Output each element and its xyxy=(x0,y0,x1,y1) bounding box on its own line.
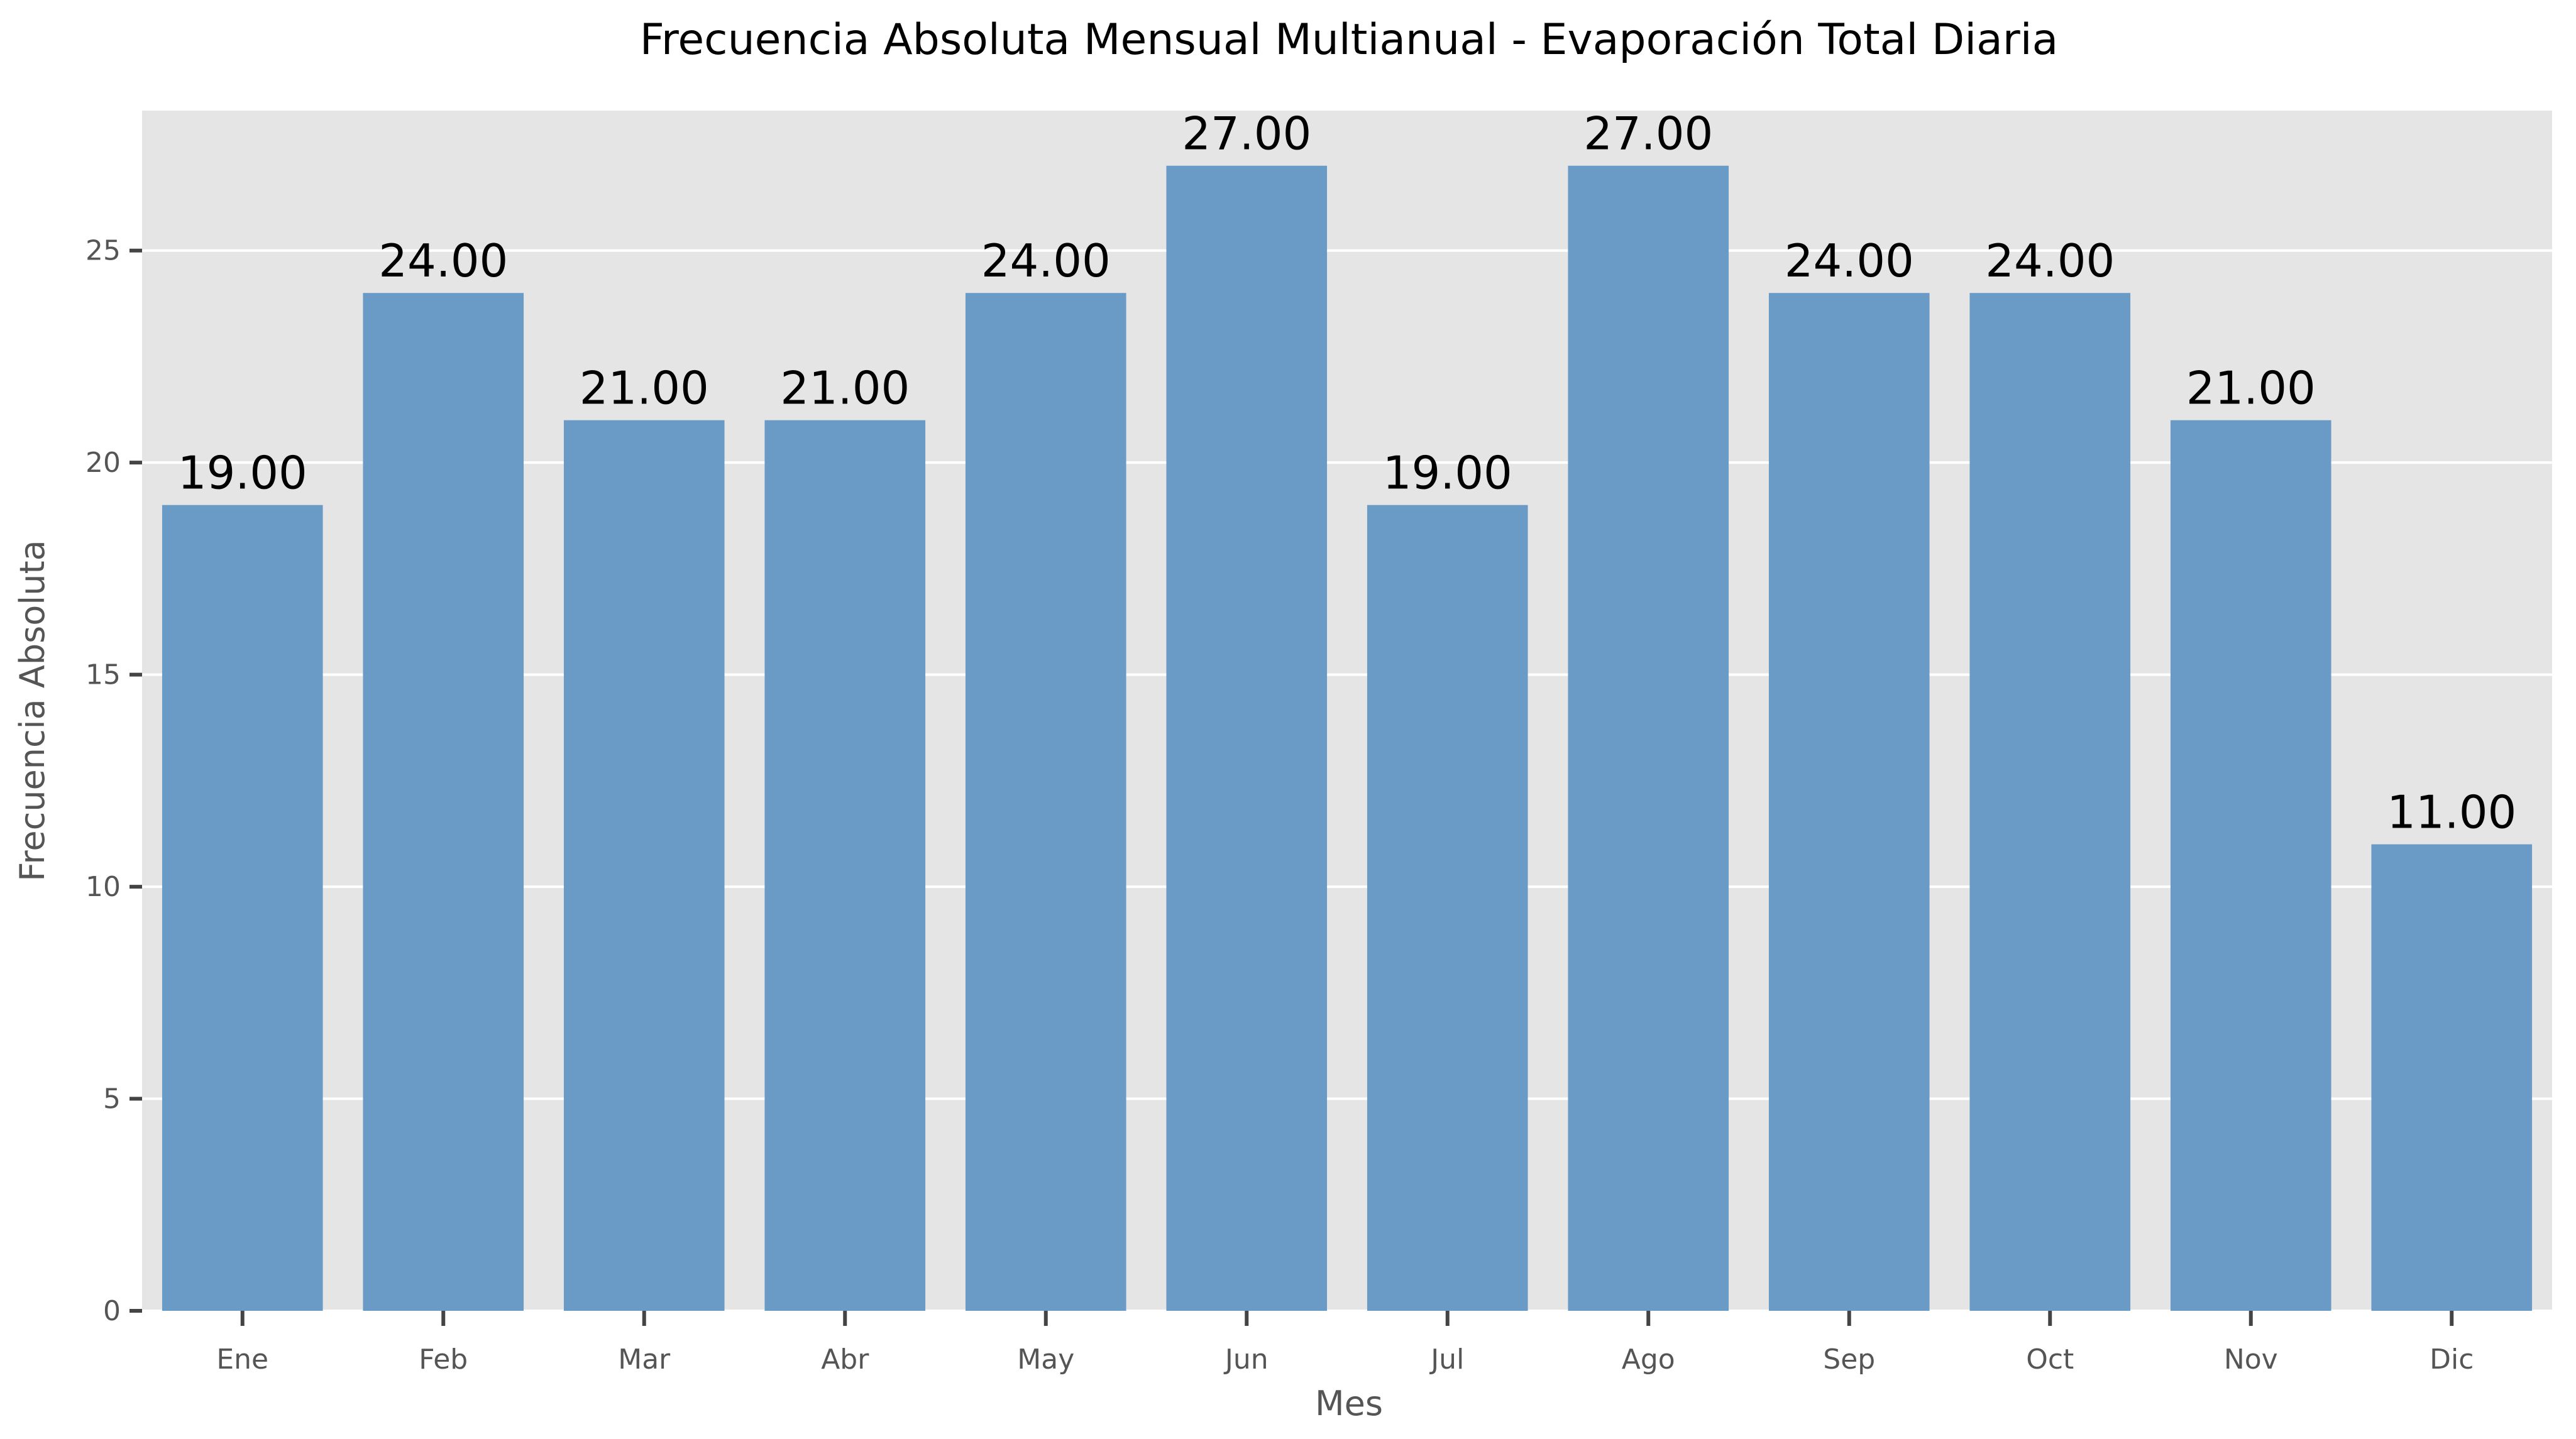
data-label-dic: 11.00 xyxy=(2387,786,2516,839)
data-label-may: 24.00 xyxy=(981,234,1111,287)
x-tick-label: Mar xyxy=(618,1343,671,1376)
data-label-oct: 24.00 xyxy=(1985,234,2115,287)
y-axis-ticks: 0 5 10 15 20 25 xyxy=(85,235,142,1327)
y-tick-label: 10 xyxy=(85,871,121,903)
data-label-ago: 27.00 xyxy=(1583,107,1713,160)
y-tick-label: 5 xyxy=(103,1083,121,1115)
bar-dic xyxy=(2371,844,2533,1311)
data-label-nov: 21.00 xyxy=(2186,362,2316,415)
data-label-mar: 21.00 xyxy=(580,362,709,415)
bar-nov xyxy=(2170,420,2331,1311)
bar-jun xyxy=(1166,165,1328,1311)
x-axis-ticks: Ene Feb Mar Abr May Jun Jul Ago Sep Oct Nov Dic xyxy=(216,1311,2474,1376)
grid-lines xyxy=(142,249,2552,1312)
x-tick-label: Dic xyxy=(2430,1343,2474,1376)
bar-oct xyxy=(1969,293,2131,1311)
data-labels: 19.00 24.00 21.00 21.00 24.00 27.00 19.00 27.00… xyxy=(178,107,2517,839)
data-label-feb: 24.00 xyxy=(378,234,508,287)
data-label-jun: 27.00 xyxy=(1182,107,1311,160)
bar-abr xyxy=(764,420,926,1311)
x-tick-label: Jul xyxy=(1429,1343,1464,1376)
y-tick-label: 20 xyxy=(85,447,121,479)
bar-sep xyxy=(1768,293,1930,1311)
x-tick-label: Ago xyxy=(1622,1343,1675,1376)
data-label-jul: 19.00 xyxy=(1383,447,1512,500)
bar-may xyxy=(965,293,1126,1311)
chart-title: Frecuencia Absoluta Mensual Multianual -… xyxy=(640,15,2059,65)
x-tick-label: Feb xyxy=(419,1343,468,1376)
y-axis-label: Frecuencia Absoluta xyxy=(13,540,52,882)
data-label-ene: 19.00 xyxy=(178,447,307,500)
x-tick-label: Abr xyxy=(821,1343,869,1376)
y-tick-label: 25 xyxy=(85,235,121,267)
y-tick-label: 15 xyxy=(85,659,121,691)
x-tick-label: Ene xyxy=(216,1343,268,1376)
bar-mar xyxy=(563,420,725,1311)
bars xyxy=(162,165,2533,1311)
x-axis-label: Mes xyxy=(1315,1384,1383,1423)
bar-ene xyxy=(162,505,323,1311)
bar-ago xyxy=(1568,165,1729,1311)
data-label-abr: 21.00 xyxy=(780,362,910,415)
x-tick-label: Nov xyxy=(2224,1343,2278,1376)
data-label-sep: 24.00 xyxy=(1785,234,1914,287)
bar-jul xyxy=(1367,505,1528,1311)
x-tick-label: Oct xyxy=(2026,1343,2074,1376)
plot-background xyxy=(142,111,2552,1311)
x-tick-label: Sep xyxy=(1823,1343,1875,1376)
x-tick-label: Jun xyxy=(1223,1343,1269,1376)
y-tick-label: 0 xyxy=(103,1295,121,1327)
bar-feb xyxy=(363,293,524,1311)
x-tick-label: May xyxy=(1017,1343,1074,1376)
